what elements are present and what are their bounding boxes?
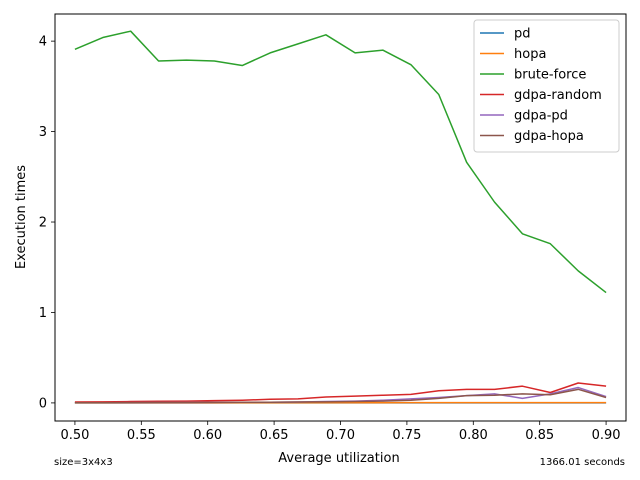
- y-axis-label: Execution times: [14, 165, 29, 269]
- y-tick-label: 4: [39, 35, 47, 50]
- legend-label-gdpa-pd: gdpa-pd: [514, 109, 568, 124]
- x-tick-label: 0.80: [459, 428, 488, 443]
- x-tick-label: 0.85: [525, 428, 554, 443]
- y-tick-label: 1: [39, 306, 47, 321]
- legend-label-gdpa-random: gdpa-random: [514, 88, 602, 103]
- y-tick-label: 2: [39, 216, 47, 231]
- size-annotation: size=3x4x3: [54, 457, 113, 468]
- y-axis-ticks: 0 1 2 3 4: [39, 35, 55, 411]
- x-tick-label: 0.75: [392, 428, 421, 443]
- x-tick-label: 0.70: [326, 428, 355, 443]
- legend-label-brute-force: brute-force: [514, 68, 586, 83]
- x-tick-label: 0.55: [127, 428, 156, 443]
- legend-label-gdpa-hopa: gdpa-hopa: [514, 129, 584, 144]
- legend-box: [473, 19, 620, 153]
- x-axis-ticks: 0.50 0.55 0.60 0.65 0.70 0.75 0.80 0.85 0.90: [60, 421, 621, 443]
- series-lines: [74, 30, 607, 404]
- legend: pd hopa brute-force gdpa-random gdpa-pd gdpa-…: [473, 19, 620, 153]
- y-tick-label: 0: [39, 396, 47, 411]
- series-line-gdpa-pd: [74, 386, 607, 404]
- legend-label-hopa: hopa: [514, 47, 546, 62]
- series-line-gdpa-hopa: [74, 388, 607, 404]
- x-tick-label: 0.65: [260, 428, 289, 443]
- x-axis-label: Average utilization: [278, 451, 399, 466]
- series-line-brute-force: [74, 30, 607, 294]
- x-tick-label: 0.50: [60, 428, 89, 443]
- x-tick-label: 0.60: [193, 428, 222, 443]
- y-tick-label: 3: [39, 125, 47, 140]
- runtime-annotation: 1366.01 seconds: [540, 457, 625, 468]
- series-line-gdpa-random: [74, 382, 607, 403]
- legend-label-pd: pd: [514, 27, 531, 42]
- x-tick-label: 0.90: [592, 428, 621, 443]
